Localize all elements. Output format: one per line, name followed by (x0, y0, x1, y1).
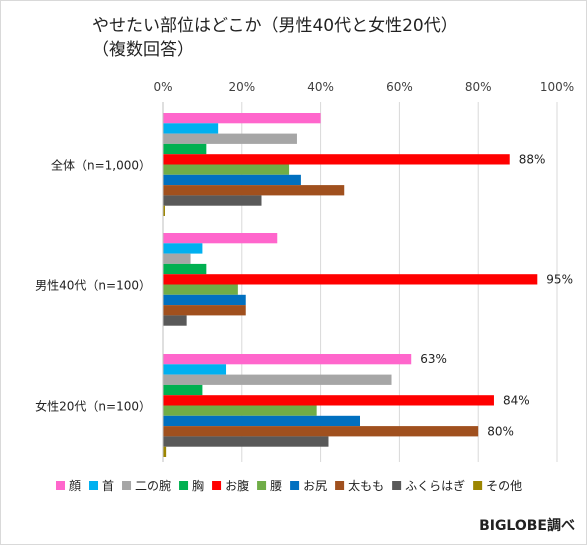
data-label: 84% (503, 393, 530, 407)
bar (163, 405, 317, 416)
bar (163, 315, 187, 326)
bar (163, 274, 538, 285)
legend-swatch (89, 481, 99, 490)
data-label: 95% (546, 272, 573, 286)
bar (163, 354, 412, 365)
legend-swatch (56, 481, 65, 490)
legend-swatch (179, 481, 189, 490)
bar (163, 113, 321, 124)
legend-label: お尻 (303, 479, 327, 493)
x-tick-label: 0% (153, 80, 172, 94)
data-label: 80% (487, 424, 514, 438)
legend-label: その他 (486, 479, 522, 493)
x-tick-label: 100% (540, 80, 574, 94)
bar (163, 143, 207, 155)
bar (163, 195, 262, 206)
legend-label: 首 (102, 479, 114, 493)
source-credit: BIGLOBE調べ (479, 518, 575, 534)
bar (163, 284, 238, 295)
bar (163, 263, 207, 275)
x-tick-label: 80% (465, 80, 492, 94)
legend-label: お腹 (225, 479, 249, 493)
category-label: 男性40代（n=100） (35, 279, 151, 293)
legend-swatch (257, 481, 267, 490)
legend-label: 胸 (192, 478, 204, 493)
chart-title: やせたい部位はどこか（男性40代と女性20代） （複数回答） (92, 14, 572, 62)
bar (163, 185, 345, 196)
bar (163, 233, 278, 244)
bar (163, 133, 297, 144)
bar (163, 436, 329, 447)
x-tick-label: 60% (386, 80, 413, 94)
chart-title-line2: （複数回答） (92, 40, 194, 60)
bar (163, 374, 392, 385)
legend-label: 顔 (69, 478, 81, 493)
bar (163, 364, 227, 375)
bar (163, 205, 165, 216)
data-label: 63% (420, 352, 447, 366)
category-label: 全体（n=1,000） (51, 158, 151, 173)
bar (163, 395, 494, 406)
data-label: 88% (519, 152, 546, 166)
legend-swatch (290, 481, 300, 490)
legend-swatch (212, 481, 222, 490)
legend-swatch (392, 481, 402, 490)
legend-label: 太もも (348, 478, 384, 493)
bar (163, 123, 219, 134)
bar (163, 243, 203, 254)
bar (163, 154, 510, 165)
legend-label: 二の腕 (135, 478, 171, 493)
bar (163, 446, 167, 457)
chart-title-line1: やせたい部位はどこか（男性40代と女性20代） (92, 16, 458, 36)
legend-swatch (473, 481, 483, 490)
bar (163, 426, 479, 437)
legend-swatch (335, 481, 345, 490)
x-tick-label: 20% (228, 80, 255, 94)
legend-label: ふくらはぎ (405, 479, 465, 493)
bar (163, 174, 301, 186)
bar (163, 384, 203, 396)
bar (163, 164, 290, 175)
category-label: 女性20代（n=100） (35, 399, 151, 414)
bar (163, 253, 191, 264)
legend-swatch (122, 481, 132, 490)
x-tick-label: 40% (307, 80, 334, 94)
bar (163, 294, 246, 306)
bar (163, 305, 246, 316)
legend-label: 腰 (270, 479, 282, 493)
bar (163, 415, 360, 427)
